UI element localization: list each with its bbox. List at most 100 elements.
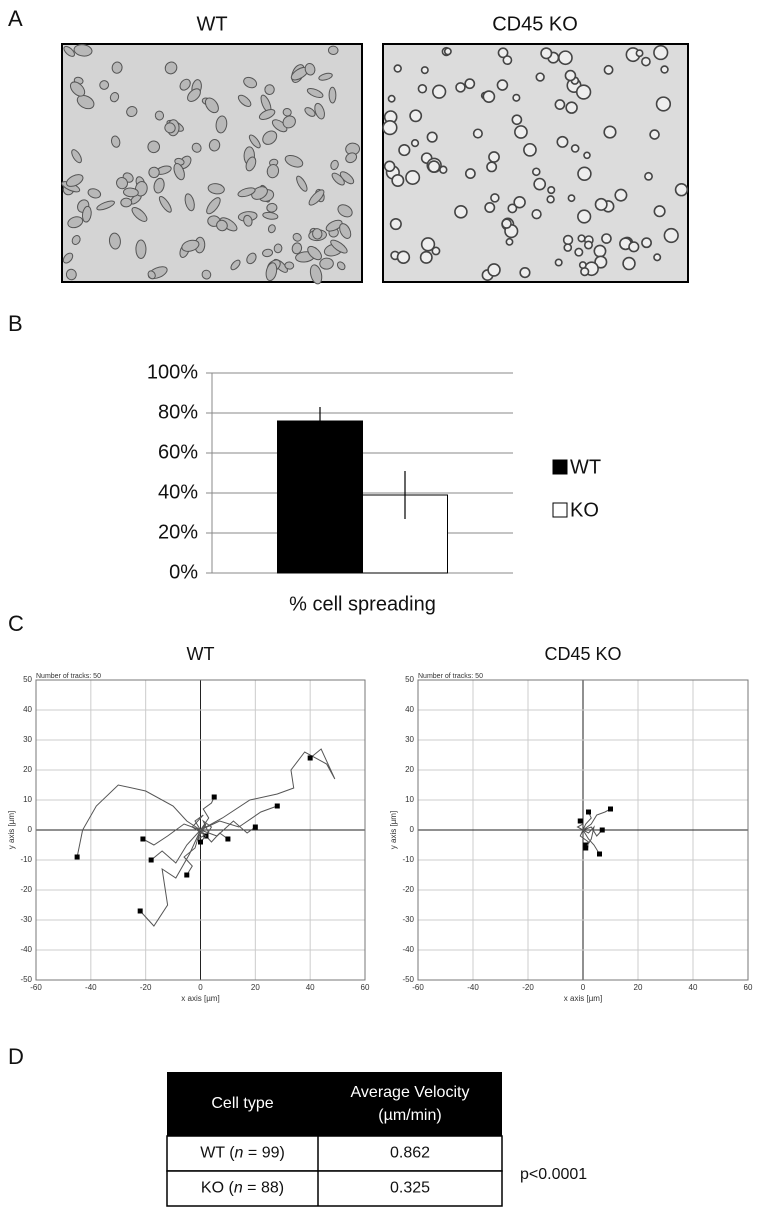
cell: [635, 49, 644, 58]
cell: [306, 87, 324, 99]
cell: [420, 237, 436, 252]
cell: [420, 66, 429, 75]
cell: [583, 151, 591, 160]
cell: [564, 69, 577, 82]
y-tick-label: 50: [405, 675, 414, 684]
cell: [570, 144, 580, 153]
y-tick-label: -30: [20, 915, 32, 924]
cell: [337, 204, 353, 218]
cell: [417, 84, 428, 94]
y-tick-label: -40: [20, 945, 32, 954]
cell: [216, 219, 228, 232]
cell: [191, 142, 202, 153]
cell: [258, 109, 276, 120]
cell: [62, 252, 74, 264]
y-tick-label: 80%: [158, 401, 198, 423]
cell: [391, 173, 405, 188]
cell: [330, 159, 339, 171]
cell: [135, 239, 147, 259]
table-cell-part: = 99): [243, 1145, 284, 1162]
cell: [594, 255, 608, 269]
cell: [410, 139, 420, 148]
cell: [230, 259, 241, 271]
y-tick-label: 30: [23, 735, 32, 744]
y-tick-label: -50: [402, 975, 414, 984]
cell: [204, 97, 219, 114]
cell: [246, 252, 257, 265]
cell: [580, 266, 590, 277]
cell: [405, 169, 421, 186]
panel-label: D: [8, 1044, 24, 1069]
cell: [674, 183, 689, 197]
cell: [292, 232, 302, 242]
cell: [419, 250, 433, 264]
y-tick-label: 10: [405, 795, 414, 804]
cell: [339, 223, 352, 239]
cell: [513, 195, 526, 209]
cell: [653, 44, 669, 61]
cell: [484, 202, 496, 213]
y-tick-label: -20: [20, 885, 32, 894]
cell: [501, 218, 512, 229]
cell: [575, 84, 592, 100]
cell: [427, 160, 441, 173]
cell: [179, 78, 191, 91]
cell: [282, 107, 292, 117]
cell: [563, 243, 573, 252]
cell: [432, 84, 447, 99]
cell: [76, 94, 95, 110]
cell: [496, 79, 509, 91]
track: [139, 829, 201, 927]
cell: [309, 264, 323, 285]
cell: [393, 64, 402, 73]
cell: [312, 228, 323, 240]
x-tick-label: 20: [634, 983, 643, 992]
cell: [304, 62, 316, 76]
panel-label: A: [8, 6, 23, 31]
y-tick-label: -40: [402, 945, 414, 954]
y-tick-label: 0: [410, 825, 415, 834]
cell: [389, 218, 402, 231]
track-end: [137, 908, 143, 914]
track: [150, 829, 201, 864]
cell: [325, 219, 343, 232]
cell: [547, 185, 556, 195]
cell: [271, 119, 288, 133]
cell: [454, 205, 468, 219]
y-tick-label: 20%: [158, 521, 198, 543]
y-tick-label: 20: [23, 765, 32, 774]
cell: [644, 171, 653, 181]
table-header-bg: [167, 1072, 502, 1136]
cell: [111, 61, 123, 74]
cell: [126, 106, 138, 118]
cell: [267, 224, 276, 234]
track: [76, 784, 201, 858]
cell: [554, 99, 566, 110]
track: [200, 796, 215, 831]
cell: [120, 197, 133, 208]
cell: [215, 115, 228, 134]
y-axis-label: y axis [µm]: [7, 811, 16, 849]
cell: [583, 240, 593, 250]
cell: [248, 134, 261, 149]
cell: [531, 209, 542, 220]
cell: [593, 244, 607, 258]
track-end: [140, 836, 146, 842]
cell: [336, 261, 346, 271]
cell: [243, 214, 253, 227]
cell: [201, 269, 212, 280]
cell: [87, 188, 102, 199]
chart-title: WT: [187, 644, 215, 664]
cell: [330, 239, 348, 254]
cell: [488, 151, 500, 163]
track-end: [252, 824, 258, 830]
y-tick-label: -10: [402, 855, 414, 864]
cell: [398, 144, 411, 157]
cell: [655, 96, 672, 112]
table-cell: 0.325: [390, 1180, 430, 1197]
y-tick-label: 40: [23, 705, 32, 714]
plot-frame: [35, 679, 366, 981]
cell: [497, 47, 509, 59]
cell: [514, 125, 528, 139]
cell: [567, 194, 576, 203]
